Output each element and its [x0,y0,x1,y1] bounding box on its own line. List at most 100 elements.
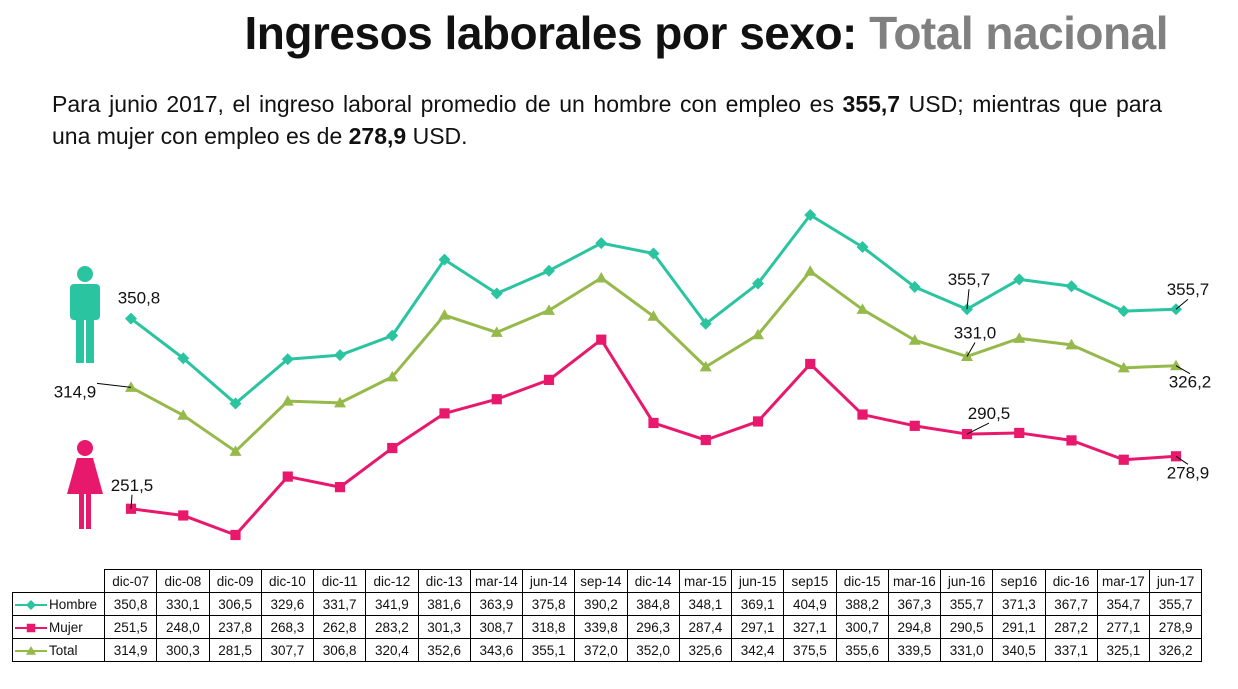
category-tick-label: jun-14 [521,569,576,593]
table-cell: 306,5 [208,592,262,616]
data-point-mujer [439,408,450,419]
data-point-hombre [125,312,137,325]
table-cell: 404,9 [783,592,837,616]
table-cell: 281,5 [208,638,262,662]
table-cell: 363,9 [469,592,524,616]
data-label-mujer: 251,5 [111,476,154,495]
legend-label: Mujer [49,619,83,635]
category-tick-label: dic-14 [626,569,680,593]
data-point-total [1065,338,1078,350]
data-point-mujer [909,420,920,431]
data-point-mujer [491,394,502,405]
data-point-hombre [1065,280,1078,293]
data-point-mujer [648,417,659,429]
table-cell: 355,7 [1148,592,1203,616]
label-leader-line [96,382,132,388]
table-cell: 297,1 [730,615,785,639]
legend-symbol-total [15,645,47,655]
page-title: Ingresos laborales por sexo: Total nacio… [0,6,1169,60]
summary-hombre-value: 355,7 [842,91,901,117]
title-main: Ingresos laborales por sexo: [244,7,870,59]
data-point-hombre [1013,273,1026,286]
data-point-hombre [334,349,346,362]
table-cell: 277,1 [1096,615,1151,639]
table-cell: 352,6 [417,638,471,662]
man-icon [70,266,100,363]
category-tick-label: dic-16 [1044,569,1098,593]
data-point-mujer [387,442,398,454]
data-point-hombre [386,329,399,342]
table-cell: 367,7 [1044,592,1098,616]
data-point-hombre [229,397,242,410]
table-cell: 306,8 [312,638,367,662]
table-cell: 251,5 [103,615,158,639]
table-cell: 248,0 [156,615,210,639]
legend-entry-total: Total [12,638,105,662]
table-cell: 339,8 [574,615,628,639]
table-cell: 355,6 [835,638,889,662]
table-cell: 331,7 [312,592,367,616]
table-cell: 348,1 [678,592,733,616]
summary-part: USD; mientras que para una mujer con emp… [52,91,1162,149]
table-cell: 337,1 [1044,638,1098,662]
data-point-hombre [699,317,712,330]
category-tick-label: mar-17 [1096,569,1151,593]
data-point-mujer [752,416,764,427]
table-cell: 354,7 [1096,592,1151,616]
table-cell: 352,0 [626,638,680,662]
category-tick-label: jun-15 [730,569,785,593]
table-cell: 268,3 [260,615,315,639]
data-point-hombre [647,247,660,260]
category-tick-label: dic-10 [260,569,315,593]
legend-entry-mujer: Mujer [12,615,105,639]
table-cell: 300,7 [835,615,889,639]
label-leader-line [966,289,970,310]
data-point-total [490,326,503,337]
table-cell: 278,9 [1148,615,1203,639]
table-cell: 390,2 [574,592,628,616]
label-leader-line [966,422,990,435]
table-cell: 350,8 [103,592,158,616]
data-point-mujer [805,358,816,370]
data-point-total [229,445,242,456]
data-point-total [125,381,137,392]
category-tick-label: dic-11 [312,569,367,593]
table-cell: 307,7 [260,638,315,662]
series-lines [130,213,1177,537]
summary-mujer-value: 278,9 [348,123,407,149]
table-cell: 296,3 [626,615,680,639]
table-cell: 388,2 [835,592,889,616]
data-point-hombre [856,240,869,253]
table-cell: 301,3 [417,615,471,639]
table-header-row: dic-07 dic-08 dic-09 dic-10 dic-11 dic-12 dic-… [13,569,1203,593]
category-tick-label: mar-14 [469,569,524,593]
table-cell: 325,1 [1096,638,1151,662]
data-point-mujer [334,482,346,493]
data-point-hombre [908,281,921,294]
data-point-mujer [543,374,555,385]
table-cell: 287,4 [678,615,733,639]
series-markers [125,209,1182,541]
data-table: dic-07 dic-08 dic-09 dic-10 dic-11 dic-12 dic-… [12,569,1203,662]
data-point-hombre [543,264,555,277]
data-point-mujer [230,529,241,541]
data-point-mujer [596,334,607,345]
table-cell: 291,1 [992,615,1046,639]
data-point-total [804,265,817,276]
data-point-hombre [595,237,608,250]
data-point-hombre [752,277,764,290]
data-point-total [334,396,346,408]
data-point-hombre [281,353,294,366]
table-cell: 331,0 [939,638,994,662]
data-point-total [281,395,294,406]
label-leader-line [1175,455,1189,465]
data-point-total [543,304,555,315]
data-label-hombre: 355,7 [948,270,991,289]
table-cell: 308,7 [469,615,524,639]
label-leader-line [1175,365,1191,375]
data-point-total [1117,361,1130,373]
table-cell: 237,8 [208,615,262,639]
data-point-mujer [1014,427,1025,439]
category-tick-label: mar-16 [887,569,942,593]
category-tick-label: dic-13 [417,569,471,593]
